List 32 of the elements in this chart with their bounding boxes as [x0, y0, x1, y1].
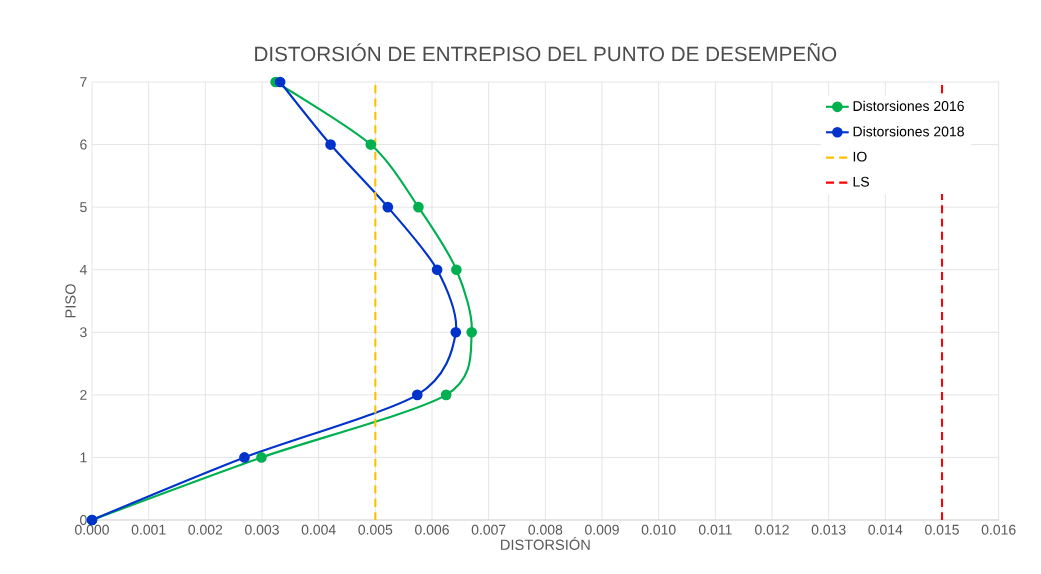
x-tick-label: 0.001 — [131, 524, 166, 535]
x-axis-title: DISTORSIÓN — [501, 537, 590, 550]
y-tick-label: 4 — [79, 264, 87, 275]
x-tick-label: 0.008 — [528, 524, 563, 535]
x-tick-label: 0.002 — [188, 524, 223, 535]
chart-title: DISTORSIÓN DE ENTREPISO DEL PUNTO DE DESEMPEÑO — [255, 42, 837, 62]
y-tick-label: 5 — [80, 202, 87, 213]
x-tick-label: 0.000 — [75, 524, 109, 535]
x-tick-label: 0.004 — [301, 524, 336, 535]
y-tick-label: 3 — [80, 327, 87, 338]
x-tick-label: 0.013 — [811, 524, 846, 535]
x-tick-label: 0.006 — [415, 524, 449, 535]
y-axis-title: PISO — [65, 284, 76, 318]
y-tick-label: 0 — [80, 515, 87, 525]
x-tick-label: 0.010 — [641, 524, 676, 535]
x-tick-label: 0.005 — [358, 524, 393, 535]
x-tick-label: 0.016 — [981, 524, 1016, 535]
legend-label: Distorsiones 2016 — [853, 100, 964, 112]
x-tick-label: 0.011 — [698, 524, 732, 535]
x-tick-label: 0.007 — [471, 524, 506, 535]
y-tick-label: 2 — [80, 389, 87, 400]
x-tick-label: 0.009 — [585, 524, 619, 535]
legend-label: Distorsiones 2018 — [853, 126, 964, 137]
y-tick-label: 7 — [80, 77, 87, 87]
x-tick-label: 0.003 — [245, 524, 279, 535]
y-tick-label: 1 — [80, 452, 87, 463]
legend-label: IO — [853, 151, 867, 162]
y-tick-label: 6 — [80, 139, 87, 150]
x-tick-label: 0.012 — [755, 524, 789, 535]
x-tick-label: 0.015 — [925, 524, 959, 535]
legend-label: LS — [853, 176, 869, 187]
x-tick-label: 0.014 — [868, 524, 903, 535]
